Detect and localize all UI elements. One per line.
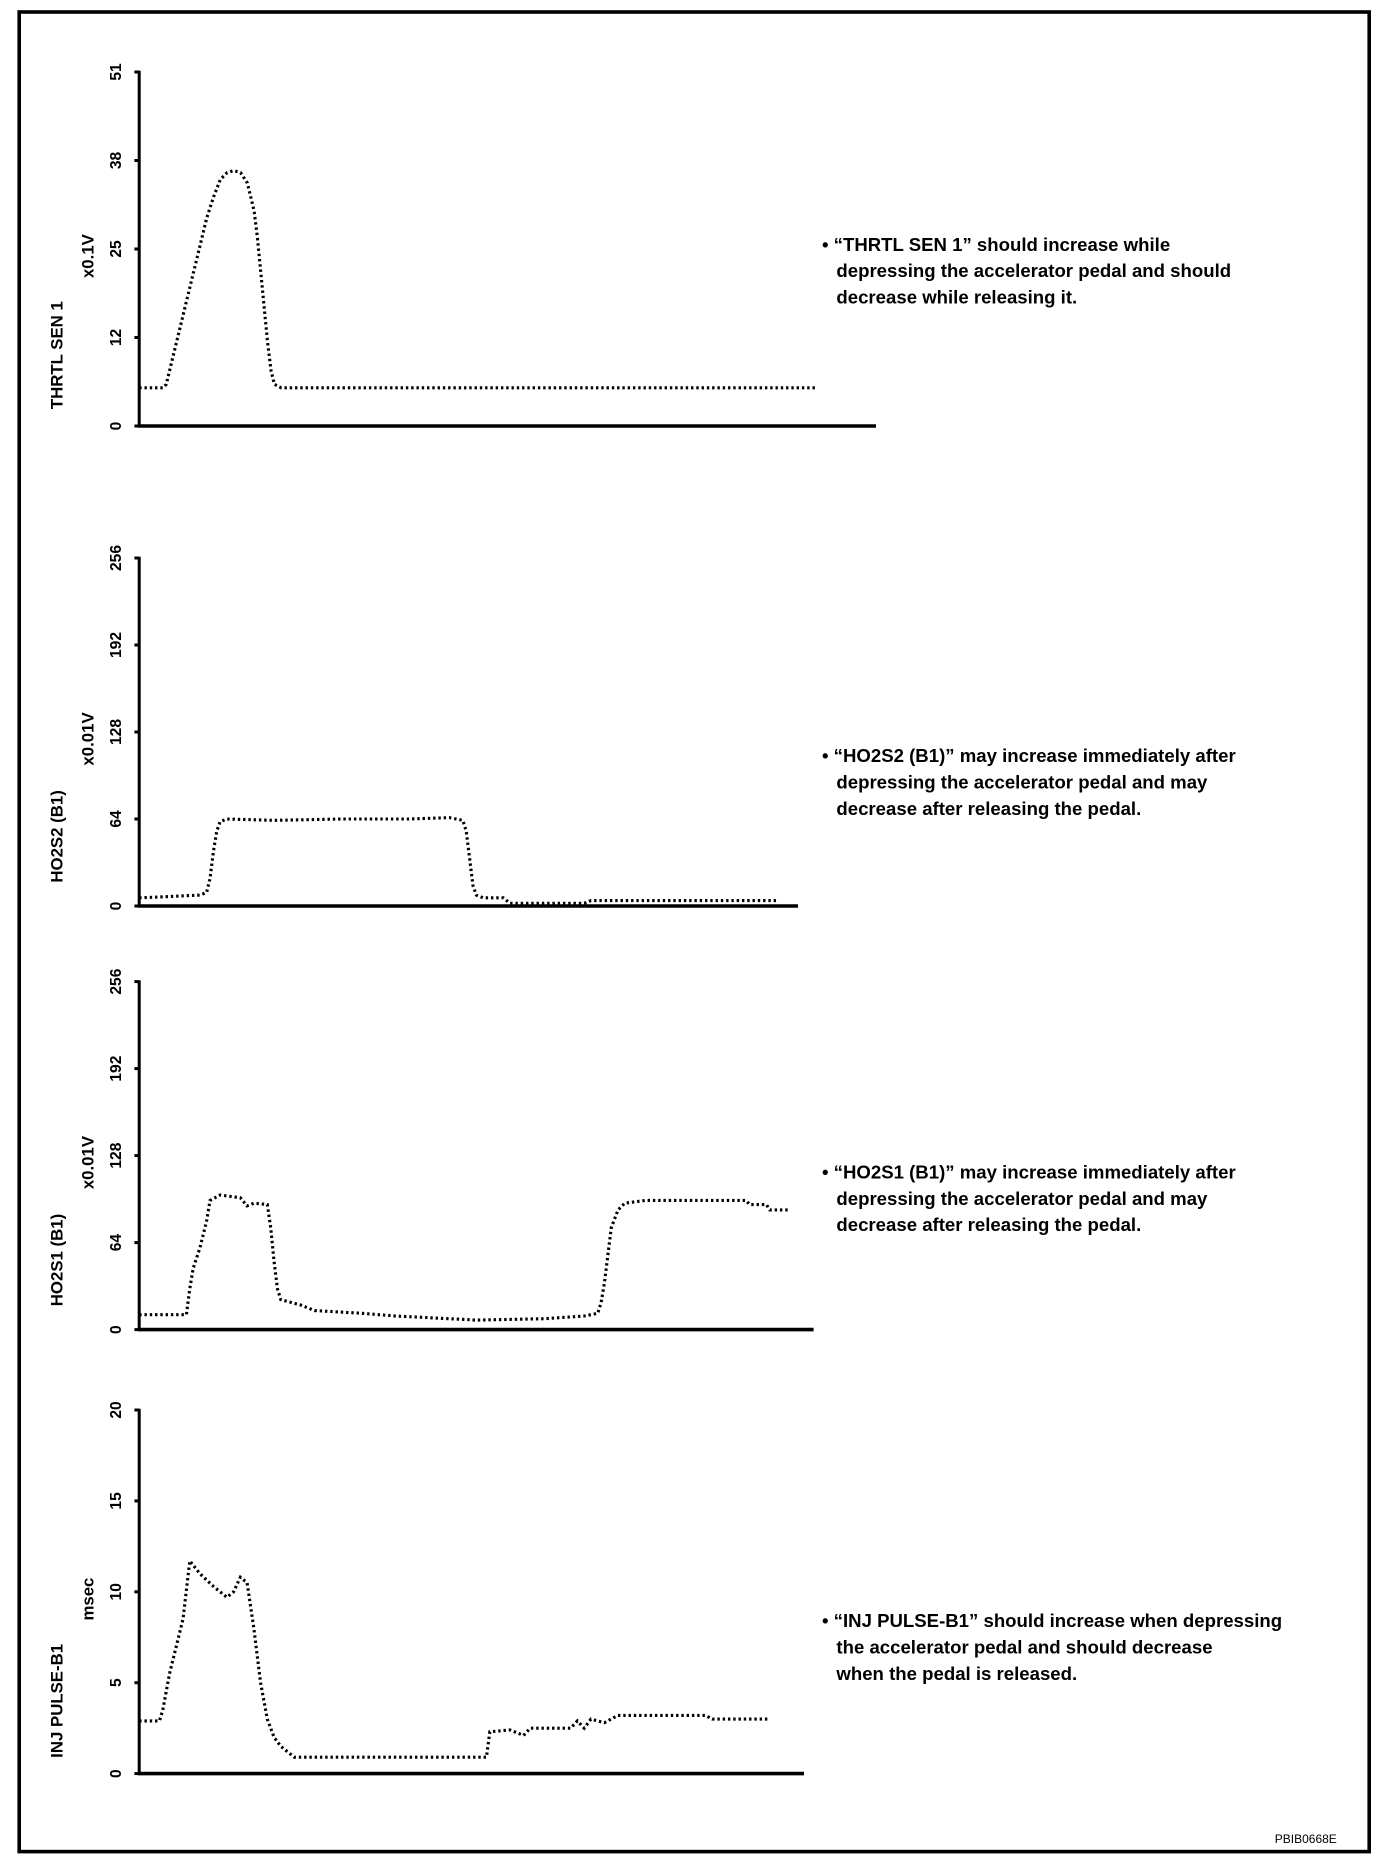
y-tick-label: 12 — [108, 329, 125, 347]
y-axis-unit: x0.01V — [79, 712, 98, 766]
y-tick-label: 256 — [108, 545, 125, 571]
y-axis-title: INJ PULSE-B1 — [47, 1644, 66, 1758]
note-line: • “HO2S1 (B1)” may increase immediately … — [822, 1161, 1236, 1182]
y-tick-label: 64 — [108, 810, 125, 828]
y-axis-unit: x0.01V — [79, 1135, 98, 1189]
y-tick-label: 0 — [108, 901, 125, 910]
note-line: decrease after releasing the pedal. — [836, 798, 1141, 819]
y-tick-label: 128 — [108, 1142, 125, 1168]
y-tick-label: 128 — [108, 719, 125, 745]
chart-3: 0 64 128 192 256 HO2S1 (B1) x0.01V • “HO2S1 (B1… — [47, 968, 1235, 1334]
note-line: decrease while releasing it. — [836, 287, 1077, 308]
y-axis-unit: x0.1V — [79, 233, 98, 278]
series-line — [139, 168, 816, 390]
series-line — [139, 1193, 789, 1322]
y-tick-label: 192 — [108, 1055, 125, 1081]
y-tick-label: 0 — [108, 421, 125, 430]
y-axis-title: HO2S1 (B1) — [47, 1214, 66, 1306]
figure-code: PBIB0668E — [1275, 1832, 1337, 1846]
note-line: depressing the accelerator pedal and may — [836, 771, 1208, 792]
note-line: • “HO2S2 (B1)” may increase immediately … — [822, 745, 1236, 766]
note-line: depressing the accelerator pedal and sho… — [836, 260, 1231, 281]
y-tick-label: 0 — [108, 1325, 125, 1334]
y-tick-label: 256 — [108, 968, 125, 994]
series-line — [139, 1556, 768, 1759]
y-tick-label: 5 — [108, 1678, 125, 1687]
note-line: depressing the accelerator pedal and may — [836, 1188, 1208, 1209]
figure-frame — [17, 10, 1371, 1854]
note-line: • “INJ PULSE-B1” should increase when de… — [822, 1610, 1282, 1631]
note-line: the accelerator pedal and should decreas… — [836, 1637, 1212, 1658]
y-tick-label: 0 — [108, 1769, 125, 1778]
y-tick-label: 20 — [108, 1401, 125, 1419]
note-line: when the pedal is released. — [835, 1663, 1077, 1684]
note-line: • “THRTL SEN 1” should increase while — [822, 234, 1170, 255]
y-axis-title: HO2S2 (B1) — [47, 790, 66, 882]
y-tick-label: 38 — [108, 152, 125, 170]
y-tick-label: 15 — [108, 1492, 125, 1510]
y-tick-label: 51 — [108, 63, 125, 81]
series-line — [139, 816, 778, 905]
y-axis-unit: msec — [79, 1578, 98, 1621]
note-line: decrease after releasing the pedal. — [836, 1214, 1141, 1235]
y-tick-label: 192 — [108, 632, 125, 658]
chart-2: 0 64 128 192 256 HO2S2 (B1) x0.01V • “HO2S2 (B1… — [47, 545, 1235, 911]
y-tick-label: 25 — [108, 240, 125, 258]
chart-4: 0 5 10 15 20 INJ PULSE-B1 msec • “INJ PULSE-B1”… — [47, 1401, 1282, 1778]
y-tick-label: 64 — [108, 1234, 125, 1252]
chart-1: 0 12 25 38 51 THRTL SEN 1 x0.1V • “THRTL SEN 1”… — [47, 63, 1231, 430]
y-tick-label: 10 — [108, 1583, 125, 1601]
y-axis-title: THRTL SEN 1 — [47, 301, 66, 409]
